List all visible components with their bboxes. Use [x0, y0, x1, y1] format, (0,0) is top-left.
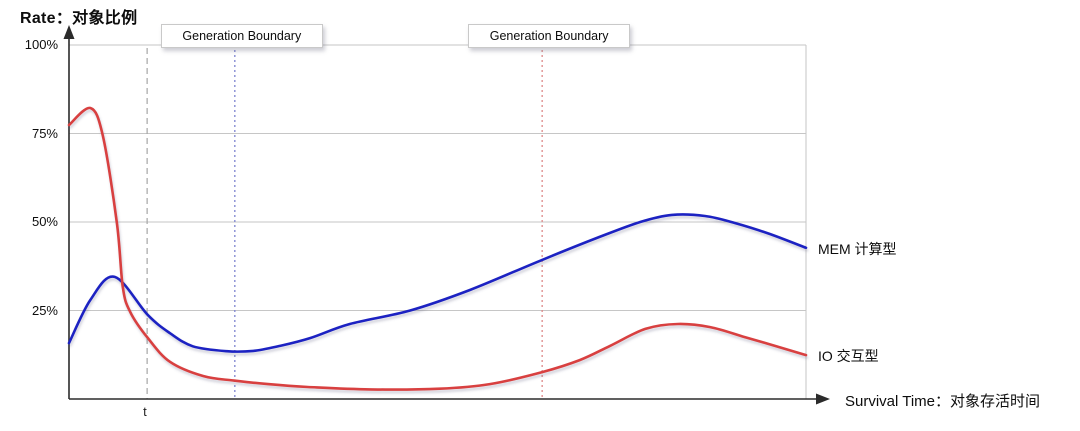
t-label: t — [143, 404, 147, 419]
mem-curve — [67, 213, 808, 353]
y-tick-label: 50% — [31, 214, 58, 229]
generation-boundary-label: Generation Boundary — [468, 24, 631, 48]
y-axis-title: Rate：对象比例 — [20, 10, 138, 27]
y-tick-label: 25% — [31, 302, 58, 318]
series-label-io: IO 交互型 — [818, 348, 879, 365]
generation-boundary-label: Generation Boundary — [160, 24, 323, 48]
io-curve — [67, 106, 808, 391]
y-tick-label: 75% — [31, 125, 58, 141]
series-label-mem: MEM 计算型 — [818, 240, 897, 257]
x-axis-title: Survival Time：对象存活时间 — [845, 393, 1041, 410]
y-tick-label: 100% — [24, 37, 58, 52]
y-axis-arrow-icon — [63, 25, 75, 39]
x-axis-arrow-icon — [816, 393, 830, 405]
